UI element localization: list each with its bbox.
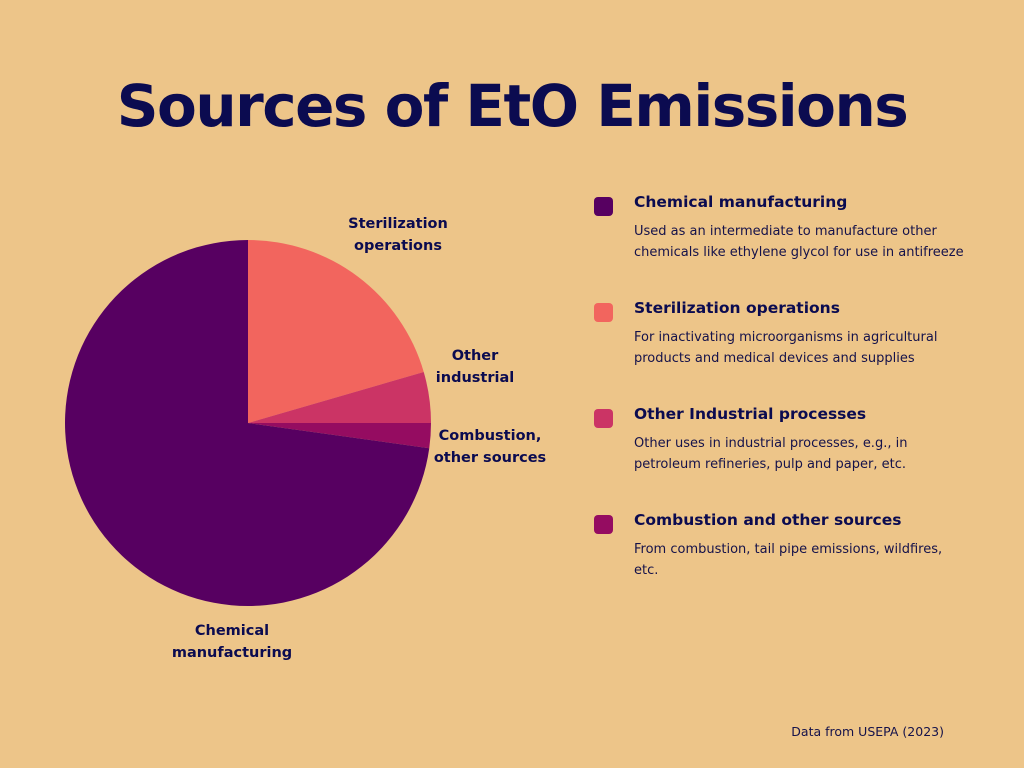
- slice-label-sterilization: Sterilization operations: [348, 216, 448, 254]
- pie-slice-combustion: [248, 423, 431, 449]
- source-note: Data from USEPA (2023): [791, 724, 944, 739]
- legend-description: Other uses in industrial processes, e.g.…: [634, 436, 908, 472]
- legend-swatch-chemical-manufacturing: [594, 197, 613, 216]
- slice-label-chemical-manufacturing: Chemical manufacturing: [171, 623, 293, 661]
- slice-label-combustion: Combustion, other sources: [433, 428, 547, 466]
- legend-description: Used as an intermediate to manufacture o…: [634, 224, 964, 260]
- pie-slice-chemical-manufacturing: [64, 240, 430, 606]
- legend-name: Chemical manufacturing: [634, 193, 848, 211]
- pie-slice-sterilization: [248, 240, 424, 423]
- legend-name: Sterilization operations: [634, 299, 840, 317]
- slice-label-other-industrial: Other industrial: [435, 348, 515, 386]
- legend-swatch-other-industrial: [594, 409, 613, 428]
- legend-name: Other Industrial processes: [634, 405, 867, 423]
- legend-swatch-combustion: [594, 515, 613, 534]
- legend-name: Combustion and other sources: [634, 511, 902, 529]
- legend-description: For inactivating microorganisms in agric…: [634, 330, 938, 366]
- chart-title: Sources of EtO Emissions: [116, 72, 909, 140]
- pie-slice-other-industrial: [248, 371, 431, 423]
- legend-swatch-sterilization: [594, 303, 613, 322]
- legend-description: From combustion, tail pipe emissions, wi…: [634, 542, 943, 578]
